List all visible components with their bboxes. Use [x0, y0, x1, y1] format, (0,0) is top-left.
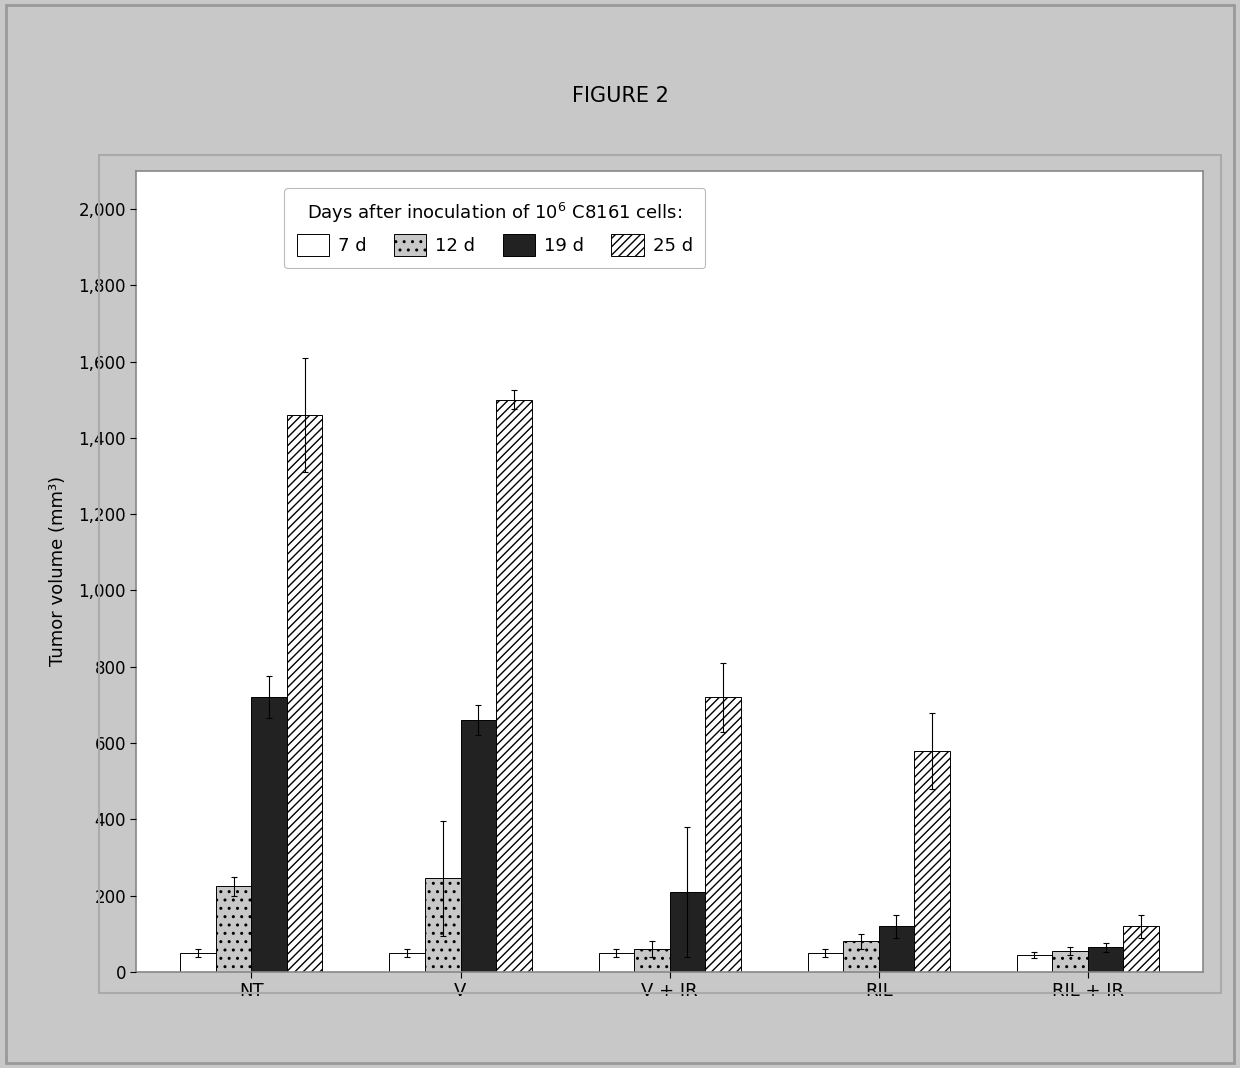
Bar: [807, 953, 843, 972]
Bar: [599, 953, 634, 972]
Bar: [460, 720, 496, 972]
Legend: 7 d, 12 d, 19 d, 25 d: 7 d, 12 d, 19 d, 25 d: [284, 188, 706, 268]
Bar: [180, 953, 216, 972]
Bar: [389, 953, 425, 972]
Bar: [879, 926, 914, 972]
Text: FIGURE 2: FIGURE 2: [572, 87, 668, 106]
Bar: [634, 949, 670, 972]
Bar: [1017, 955, 1053, 972]
Bar: [1087, 947, 1123, 972]
Bar: [843, 941, 879, 972]
Bar: [1123, 926, 1159, 972]
Bar: [496, 399, 532, 972]
Bar: [216, 886, 252, 972]
Y-axis label: Tumor volume (mm³): Tumor volume (mm³): [50, 476, 67, 666]
Bar: [670, 892, 706, 972]
Bar: [914, 751, 950, 972]
Bar: [1053, 951, 1087, 972]
Bar: [706, 697, 740, 972]
Bar: [425, 878, 460, 972]
Bar: [286, 415, 322, 972]
Bar: [252, 697, 286, 972]
